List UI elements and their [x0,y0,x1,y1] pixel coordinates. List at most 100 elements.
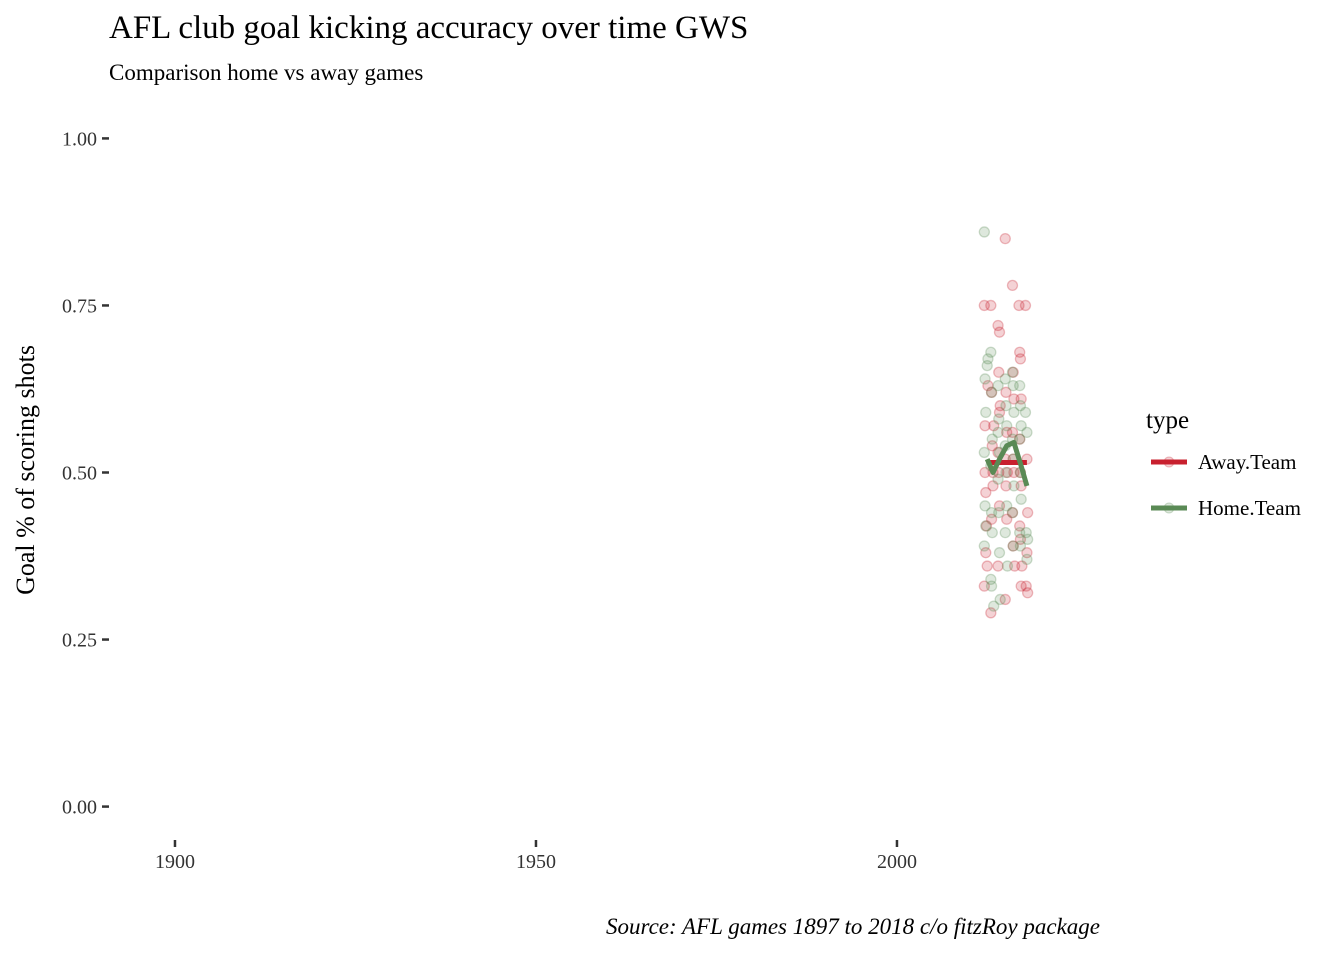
data-point-home-team [1014,540,1027,552]
data-point-home-team [1021,426,1033,439]
y-tick-label: 0.50 [62,463,97,485]
data-point-home-team [1001,420,1013,432]
data-point-away-team [985,513,998,525]
data-point-away-team [1006,506,1019,519]
data-point-away-team [1014,346,1026,358]
data-point-away-team [982,379,994,392]
chart-caption: Source: AFL games 1897 to 2018 c/o fitzR… [606,914,1100,939]
data-point-away-team [1015,393,1027,405]
data-point-home-team [1006,506,1019,519]
data-point-away-team [1014,433,1026,445]
data-point-away-team [1008,393,1020,405]
y-axis-label: Goal % of scoring shots [11,345,40,595]
data-point-away-team [978,580,990,592]
data-point-home-team [985,580,998,592]
data-point-away-team [1021,587,1034,599]
y-tick-label: 1.00 [62,128,97,150]
data-point-home-team [1021,553,1033,566]
data-point-home-team [1014,433,1026,445]
data-point-home-team [993,413,1005,425]
trend-line-home-team [984,439,1030,487]
data-point-home-team [985,386,998,398]
data-point-home-team [985,346,997,358]
x-axis: 1900 1950 2000 [155,840,917,873]
data-point-home-team [992,426,1004,439]
data-point-home-team [1014,379,1026,392]
data-point-away-team [1015,580,1027,592]
data-point-home-team [986,433,998,445]
data-point-away-team [1007,540,1019,552]
data-point-away-team [981,560,993,572]
data-point-home-team [1006,366,1019,378]
data-point-away-team [1016,560,1028,572]
data-point-home-team [978,226,990,238]
data-point-home-team [980,520,992,532]
data-point-away-team [987,480,999,492]
data-point-home-team [1000,466,1012,479]
data-point-away-team [1019,299,1032,312]
trend-lines [984,439,1030,487]
data-point-away-team [1000,480,1012,492]
data-point-away-team [979,420,991,432]
data-point-home-team [1007,379,1019,392]
chart-title: AFL club goal kicking accuracy over time… [109,10,748,46]
data-point-home-team [1019,406,1032,419]
data-point-away-team [1006,279,1019,292]
data-point-away-team [994,400,1006,412]
data-point-home-team [1015,493,1027,505]
data-point-home-team [1001,560,1014,572]
data-point-home-team [992,379,1004,392]
y-axis: 0.00 0.25 0.50 0.75 1.00 [62,128,109,819]
data-point-away-team [1021,547,1033,559]
data-point-home-team [978,446,990,459]
legend-title: type [1146,407,1189,434]
data-point-home-team [1008,480,1020,492]
data-point-away-team [1006,426,1019,439]
data-point-away-team [993,406,1006,419]
data-point-home-team [1001,500,1013,512]
data-point-away-team [980,486,992,499]
data-point-away-team [1001,426,1013,439]
data-point-home-team [988,600,1000,612]
data-point-away-team [1001,466,1014,479]
data-point-away-team [1008,560,1021,572]
legend-label-home-team: Home.Team [1198,496,1301,520]
data-point-away-team [992,319,1004,332]
data-point-away-team [1000,386,1012,398]
data-point-home-team [1008,406,1020,419]
data-point-home-team [1020,526,1032,539]
data-point-home-team [999,373,1011,385]
data-point-away-team [1014,520,1026,532]
data-point-home-team [985,573,997,586]
data-point-away-team [979,466,991,479]
data-point-away-team [993,326,1006,338]
y-tick-label: 0.25 [62,630,97,652]
data-point-home-team [980,406,992,419]
data-point-home-team [1014,400,1027,412]
data-point-home-team [982,353,994,365]
y-tick-label: 0.75 [62,295,97,317]
data-point-away-team [1014,353,1027,365]
data-point-away-team [985,299,997,312]
data-point-home-team [1000,400,1012,412]
data-point-home-team [999,526,1011,539]
data-point-home-team [979,373,991,385]
data-point-home-team [979,500,991,512]
scatter-points [978,226,1034,619]
data-point-away-team [992,560,1004,572]
data-point-away-team [1013,299,1025,312]
x-tick-label: 1900 [155,851,195,873]
data-point-home-team [986,526,998,539]
data-point-home-team [1007,540,1019,552]
data-point-home-team [981,359,993,372]
data-point-away-team [988,420,1000,432]
legend: type Away.Team Home.Team [1146,407,1301,520]
data-point-away-team [985,386,998,398]
data-point-home-team [992,473,1004,485]
data-point-away-team [993,366,1005,378]
data-point-away-team [1020,580,1032,592]
data-point-away-team [980,520,993,532]
data-point-home-team [993,506,1005,519]
data-point-home-team [994,593,1006,606]
